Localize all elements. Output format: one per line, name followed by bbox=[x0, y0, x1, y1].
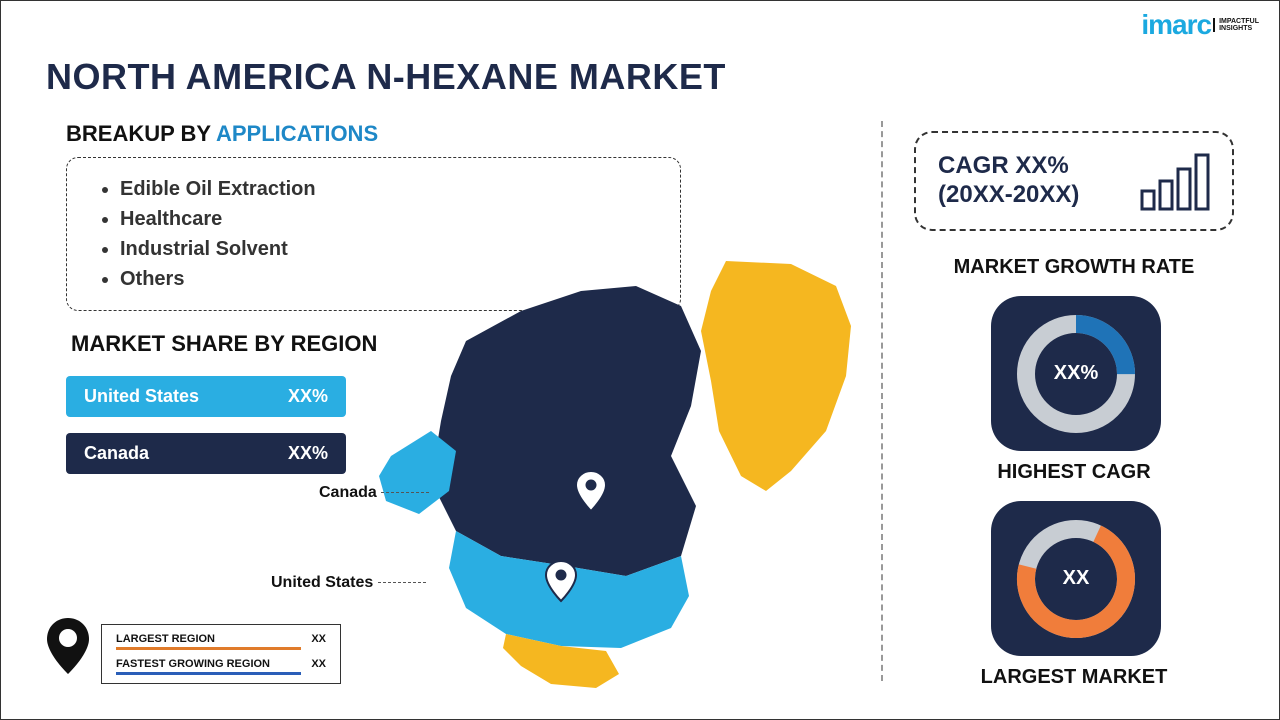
largest-market-value: XX bbox=[1063, 567, 1090, 590]
region-bar-us: United States XX% bbox=[66, 376, 346, 417]
legend-row: FASTEST GROWING REGION XX bbox=[116, 658, 326, 675]
region-bar-canada: Canada XX% bbox=[66, 433, 346, 474]
breakup-title: BREAKUP BY APPLICATIONS bbox=[66, 121, 681, 147]
map-label-usa: United States bbox=[271, 574, 426, 592]
page-title: NORTH AMERICA N-HEXANE MARKET bbox=[46, 56, 726, 98]
cagr-text: CAGR XX% (20XX-20XX) bbox=[938, 152, 1079, 210]
cagr-box: CAGR XX% (20XX-20XX) bbox=[914, 131, 1234, 231]
legend-value: XX bbox=[311, 633, 326, 645]
legend-label-text: LARGEST REGION bbox=[116, 633, 301, 645]
legend-row: LARGEST REGION XX bbox=[116, 633, 326, 650]
legend-label-text: FASTEST GROWING REGION bbox=[116, 658, 301, 670]
brand-tagline: IMPACTFULINSIGHTS bbox=[1213, 18, 1259, 32]
region-value: XX% bbox=[288, 386, 328, 407]
north-america-map: Canada United States bbox=[371, 256, 861, 696]
bar-chart-icon bbox=[1138, 151, 1210, 211]
map-canada bbox=[431, 286, 701, 576]
map-label-canada: Canada bbox=[319, 484, 429, 502]
growth-rate-label: MARKET GROWTH RATE bbox=[914, 256, 1234, 279]
market-share-title: MARKET SHARE BY REGION bbox=[71, 331, 377, 357]
region-bars: United States XX% Canada XX% bbox=[66, 376, 346, 490]
region-name: United States bbox=[84, 386, 199, 407]
largest-market-card: XX bbox=[991, 501, 1161, 656]
map-svg bbox=[371, 256, 861, 696]
region-value: XX% bbox=[288, 443, 328, 464]
list-item: Edible Oil Extraction bbox=[120, 174, 652, 204]
brand-logo: imarc IMPACTFULINSIGHTS bbox=[1141, 9, 1259, 41]
vertical-divider bbox=[881, 121, 883, 681]
highest-cagr-value: XX% bbox=[1054, 362, 1098, 385]
location-pin-icon bbox=[46, 618, 90, 679]
highest-cagr-label: HIGHEST CAGR bbox=[914, 461, 1234, 484]
legend-line bbox=[116, 672, 301, 675]
legend-box: LARGEST REGION XX FASTEST GROWING REGION… bbox=[101, 624, 341, 684]
legend-line bbox=[116, 647, 301, 650]
highest-cagr-card: XX% bbox=[991, 296, 1161, 451]
list-item: Healthcare bbox=[120, 204, 652, 234]
legend-value: XX bbox=[311, 658, 326, 670]
region-name: Canada bbox=[84, 443, 149, 464]
largest-market-label: LARGEST MARKET bbox=[914, 666, 1234, 689]
map-greenland bbox=[701, 261, 851, 491]
brand-name: imarc bbox=[1141, 9, 1211, 41]
